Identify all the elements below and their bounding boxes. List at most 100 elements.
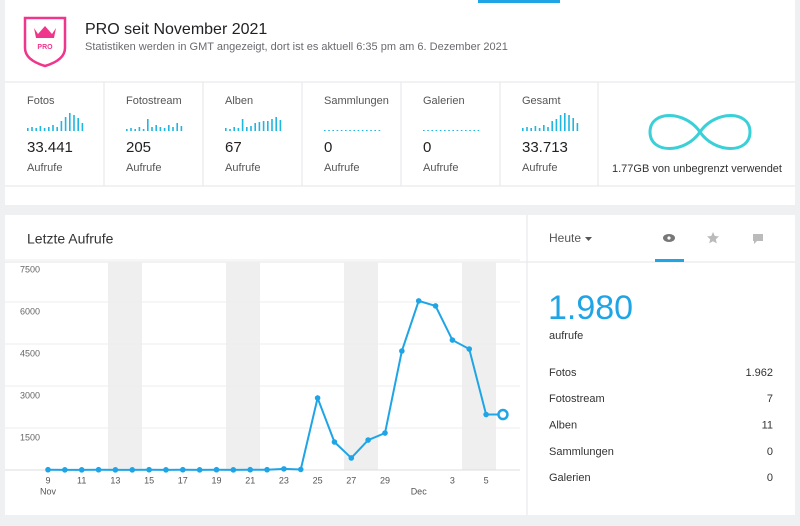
spark-bar	[81, 123, 84, 131]
spark-bar	[465, 130, 467, 131]
x-month-label: Dec	[411, 486, 428, 496]
stat-unit: Aufrufe	[126, 162, 161, 174]
spark-bar	[448, 130, 450, 131]
stat-label: Galerien	[423, 95, 465, 107]
spark-bar	[64, 117, 67, 131]
x-tick-label: 19	[211, 475, 221, 485]
x-tick-label: 25	[313, 475, 323, 485]
badge-text: PRO	[37, 44, 53, 51]
point	[415, 298, 422, 304]
stat-value: 0	[324, 139, 332, 156]
spark-bar	[134, 129, 136, 131]
spark-bar	[452, 130, 454, 131]
spark-bar	[246, 127, 248, 131]
spark-bar	[267, 121, 269, 131]
spark-bar	[225, 128, 227, 131]
row-label: Fotos	[549, 367, 577, 379]
x-tick-label: 17	[178, 475, 188, 485]
storage-text: 1.77GB von unbegrenzt verwendet	[612, 163, 782, 175]
spark-bar	[229, 129, 231, 131]
period-select[interactable]: Heute	[549, 231, 581, 245]
spark-bar	[180, 126, 183, 131]
y-tick-label: 7500	[20, 264, 40, 274]
row-value: 0	[767, 472, 773, 484]
point	[483, 411, 489, 418]
row-label: Galerien	[549, 472, 591, 484]
stat-label: Fotos	[27, 95, 55, 107]
spark-bar	[572, 118, 574, 131]
spark-bar	[163, 128, 166, 131]
spark-bar	[48, 127, 50, 131]
spark-bar	[345, 130, 347, 131]
point	[112, 467, 119, 473]
big-unit: aufrufe	[549, 330, 583, 342]
line	[47, 299, 503, 471]
spark-bar	[427, 130, 429, 131]
spark-bar	[477, 130, 480, 131]
point	[331, 439, 338, 445]
point	[449, 337, 456, 343]
y-tick-label: 6000	[20, 306, 40, 316]
spark-bar	[530, 128, 532, 131]
spark-bar	[31, 127, 33, 131]
spark-bar	[439, 130, 442, 131]
stat-label: Gesamt	[522, 95, 561, 107]
stat-unit: Aufrufe	[423, 162, 458, 174]
point	[163, 467, 169, 473]
point	[129, 467, 136, 473]
row-value: 1.962	[745, 367, 773, 379]
stat-label: Alben	[225, 95, 253, 107]
comment-tab[interactable]	[753, 234, 763, 244]
breakdown: Fotos 1.962 Fotostream 7 Alben 11 Sammlungen 0 G…	[549, 367, 773, 484]
y-tick-label: 4500	[20, 348, 40, 358]
x-month-label: Nov	[40, 486, 57, 496]
stat-value: 33.713	[522, 139, 568, 156]
spark-bar	[138, 127, 141, 131]
stat-value: 0	[423, 139, 431, 156]
infinity-icon	[648, 114, 752, 150]
stat-unit: Aufrufe	[522, 162, 557, 174]
point	[62, 467, 68, 473]
spark-bar	[576, 123, 579, 131]
spark-bar	[279, 120, 282, 131]
spark-bar	[332, 130, 334, 131]
spark-bar	[258, 122, 261, 131]
spark-bar	[159, 127, 162, 131]
point	[466, 346, 473, 352]
point	[497, 408, 509, 421]
spark-bar	[172, 127, 174, 131]
spark-bar	[366, 130, 368, 131]
point	[297, 466, 304, 473]
spark-bar	[233, 127, 235, 131]
spark-bar	[324, 130, 326, 131]
x-tick-label: 3	[450, 475, 455, 485]
weekend-bands	[108, 262, 496, 470]
spark-bar	[340, 130, 343, 131]
pro-badge: PRO	[23, 16, 67, 68]
eye-tab[interactable]	[663, 234, 675, 242]
spark-bar	[237, 128, 240, 131]
row-label: Alben	[549, 420, 577, 432]
spark-bar	[77, 118, 79, 131]
point	[382, 430, 388, 436]
spark-bar	[142, 129, 145, 131]
spark-bar	[250, 126, 252, 131]
x-tick-label: 29	[380, 475, 390, 485]
stats-card	[5, 0, 795, 205]
stat-unit: Aufrufe	[324, 162, 359, 174]
active-tab	[478, 0, 560, 3]
star-tab[interactable]	[707, 232, 719, 244]
point	[281, 466, 287, 472]
spark-bar	[456, 130, 459, 131]
spark-bar	[353, 130, 355, 131]
spark-bar	[241, 119, 244, 131]
spark-bar	[126, 129, 128, 131]
spark-bar	[431, 130, 433, 131]
point	[264, 466, 270, 473]
spark-bar	[27, 128, 29, 131]
spark-bar	[151, 127, 153, 131]
spark-bar	[336, 130, 339, 131]
spark-bar	[35, 128, 37, 131]
x-tick-label: 13	[110, 475, 120, 485]
